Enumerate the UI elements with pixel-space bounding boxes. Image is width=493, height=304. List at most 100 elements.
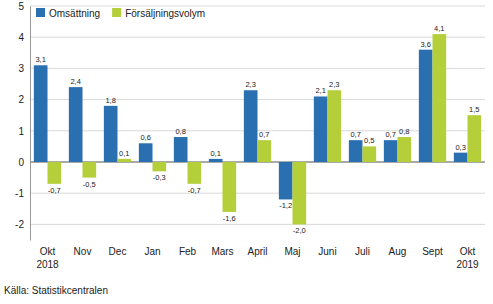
x-tick-label: Juli (355, 246, 370, 257)
data-label: 0,8 (399, 127, 409, 136)
legend-label: Försäljningsvolym (125, 8, 205, 19)
legend-label: Omsättning (49, 8, 100, 19)
legend: Omsättning Försäljningsvolym (36, 8, 205, 19)
data-label: -2,0 (293, 226, 306, 235)
legend-item: Försäljningsvolym (112, 8, 205, 19)
grid-line (30, 37, 485, 38)
data-label: 0,1 (119, 149, 129, 158)
legend-item: Omsättning (36, 8, 100, 19)
bar (349, 140, 363, 162)
y-axis: -2 -1 0 1 2 3 4 5 (15, 1, 30, 241)
bar (244, 90, 258, 162)
bar (48, 162, 62, 184)
x-axis: Okt2018 Nov Dec Jan Feb Mars April Maj Juni Juli A… (36, 246, 479, 270)
data-label: 0,6 (140, 133, 150, 142)
data-label: -1,6 (223, 214, 236, 223)
x-tick-label: Juni (318, 246, 336, 257)
grid-line (30, 6, 485, 7)
data-label: -0,3 (153, 173, 166, 182)
bar (209, 159, 223, 162)
bar (188, 162, 202, 184)
grid-line (30, 224, 485, 225)
bar (174, 137, 188, 162)
legend-swatch (36, 8, 45, 17)
bar (433, 34, 447, 162)
y-tick: 1 (18, 126, 30, 137)
y-tick: -1 (15, 188, 30, 199)
data-label: 0,8 (175, 127, 185, 136)
bar (139, 143, 153, 162)
y-tick-label: -1 (15, 188, 24, 199)
x-tick-label: Mars (211, 246, 233, 257)
bar (153, 162, 167, 171)
data-label: -0,5 (83, 180, 96, 189)
bar (104, 106, 118, 162)
y-tick-label: 1 (18, 126, 24, 137)
data-label: 2,1 (315, 86, 325, 95)
bar (223, 162, 237, 212)
data-label: 1,5 (469, 105, 479, 114)
bar (258, 140, 272, 162)
bar (419, 50, 433, 162)
grid-line (30, 193, 485, 194)
chart: -2 -1 0 1 2 3 4 5 3,1 2,4 1,8 0,6 0,8 0,1 2,3 -1,2 2,1 0,… (0, 0, 493, 304)
y-tick-label: 5 (18, 1, 24, 12)
x-tick-label: Aug (389, 246, 407, 257)
bar (468, 115, 482, 162)
data-label: 1,8 (105, 96, 115, 105)
data-label: 0,7 (259, 130, 269, 139)
bar (398, 137, 412, 162)
grid-line (30, 68, 485, 69)
y-tick-label: 0 (18, 157, 24, 168)
data-label: 2,3 (245, 80, 255, 89)
x-tick-label: April (247, 246, 267, 257)
y-tick-label: 4 (18, 32, 24, 43)
x-tick-label: Okt2018 (36, 246, 59, 270)
data-labels: 3,1 2,4 1,8 0,6 0,8 0,1 2,3 -1,2 2,1 0,7 0,7 3,6 0,3… (35, 24, 479, 235)
bar (34, 65, 48, 162)
bar (454, 153, 468, 162)
data-label: 4,1 (434, 24, 444, 33)
bar (118, 159, 132, 162)
bars (34, 34, 481, 224)
y-tick: 0 (18, 157, 30, 168)
data-label: 3,6 (420, 40, 430, 49)
y-tick-label: -2 (15, 219, 24, 230)
y-tick: -2 (15, 219, 30, 230)
y-axis-line (30, 7, 31, 241)
data-label: 2,3 (329, 80, 339, 89)
x-tick-label: Nov (74, 246, 92, 257)
y-tick: 4 (18, 32, 30, 43)
data-label: 2,4 (70, 77, 80, 86)
bar (279, 162, 293, 199)
data-label: 3,1 (35, 55, 45, 64)
y-tick-label: 3 (18, 63, 24, 74)
y-tick-label: 2 (18, 94, 24, 105)
bar (83, 162, 97, 178)
y-tick: 5 (18, 1, 30, 12)
data-label: 0,1 (210, 149, 220, 158)
bar (328, 90, 342, 162)
x-tick-label: Feb (179, 246, 197, 257)
data-label: -1,2 (279, 201, 292, 210)
legend-swatch (112, 8, 121, 17)
data-label: 0,7 (350, 130, 360, 139)
y-tick: 2 (18, 94, 30, 105)
data-label: 0,3 (455, 143, 465, 152)
bar (384, 140, 398, 162)
source-note: Källa: Statistikcentralen (4, 285, 108, 296)
data-label: 0,5 (364, 136, 374, 145)
data-label: -0,7 (188, 186, 201, 195)
plot: -2 -1 0 1 2 3 4 5 3,1 2,4 1,8 0,6 0,8 0,1 2,3 -1,2 2,1 0,… (15, 1, 485, 270)
x-tick-label: Dec (109, 246, 127, 257)
bar (363, 146, 377, 162)
x-tick-label: Jan (144, 246, 160, 257)
x-tick-label: Sept (422, 246, 443, 257)
y-tick: 3 (18, 63, 30, 74)
bar (293, 162, 307, 224)
x-tick-label: Okt2019 (456, 246, 479, 270)
bar (69, 87, 83, 162)
data-label: 0,7 (385, 130, 395, 139)
grid (30, 6, 485, 224)
x-tick-label: Maj (284, 246, 300, 257)
